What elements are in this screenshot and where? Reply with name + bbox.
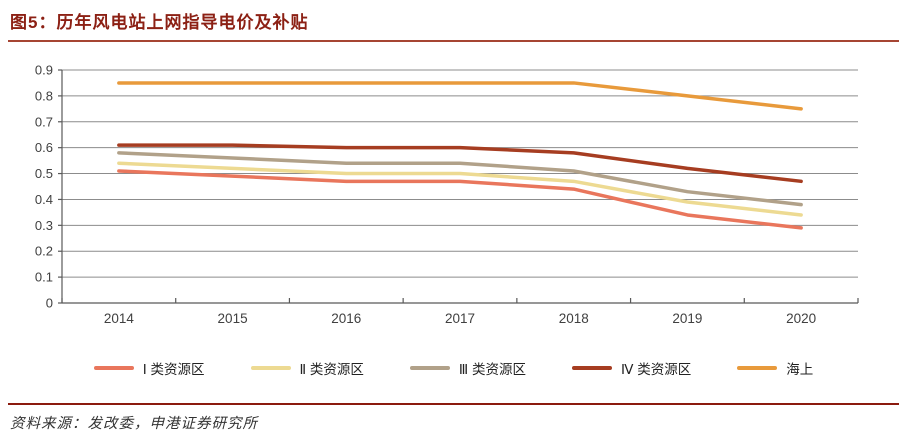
series-line bbox=[117, 143, 803, 184]
y-axis-label: 0.8 bbox=[35, 88, 53, 103]
x-axis-label: 2019 bbox=[672, 311, 702, 326]
x-axis-label: 2016 bbox=[331, 311, 361, 326]
legend-label: Ⅲ 类资源区 bbox=[458, 362, 526, 377]
y-axis-label: 0.5 bbox=[35, 166, 53, 181]
legend-swatch-icon bbox=[737, 366, 778, 370]
legend-item-3: Ⅲ 类资源区 bbox=[409, 358, 526, 378]
legend-label: 海上 bbox=[786, 362, 814, 377]
line-chart: 0 0.1 0.2 0.3 0.4 0.5 0.6 0.7 0.8 0.9 2014 2015 2016… bbox=[35, 63, 859, 326]
figure-title: 图5：历年风电站上网指导电价及补贴 bbox=[10, 13, 309, 32]
legend-item-4: Ⅳ 类资源区 bbox=[571, 358, 692, 378]
legend-item-5: 海上 bbox=[737, 358, 813, 378]
series-line bbox=[117, 161, 803, 217]
legend-swatch-icon bbox=[571, 366, 612, 370]
y-axis-label: 0.2 bbox=[35, 244, 53, 259]
x-axis-label: 2018 bbox=[559, 311, 589, 326]
y-axis-label: 0.7 bbox=[35, 114, 53, 129]
x-axis-label: 2014 bbox=[104, 311, 135, 326]
series-line bbox=[117, 151, 803, 207]
y-axis-label: 0.4 bbox=[35, 192, 53, 207]
legend-item-1: Ⅰ 类资源区 bbox=[93, 358, 205, 378]
legend-swatch-icon bbox=[250, 366, 291, 370]
y-axis-label: 0.6 bbox=[35, 140, 53, 155]
legend-label: Ⅰ 类资源区 bbox=[142, 362, 205, 377]
legend-label: Ⅱ 类资源区 bbox=[299, 362, 364, 377]
footer-divider bbox=[8, 403, 899, 405]
legend-swatch-icon bbox=[409, 366, 450, 370]
x-axis-label: 2020 bbox=[786, 311, 816, 326]
legend-label: Ⅳ 类资源区 bbox=[620, 362, 692, 377]
x-axis-label: 2015 bbox=[218, 311, 248, 326]
y-axis-label: 0 bbox=[46, 296, 53, 311]
series-line bbox=[117, 169, 803, 230]
title-divider bbox=[8, 40, 899, 42]
x-axis-label: 2017 bbox=[445, 311, 475, 326]
legend-swatch-icon bbox=[93, 366, 134, 370]
series-line bbox=[117, 81, 803, 111]
y-axis-label: 0.3 bbox=[35, 218, 53, 233]
chart-legend: Ⅰ 类资源区 Ⅱ 类资源区 Ⅲ 类资源区 Ⅳ 类资源区 海上 bbox=[0, 355, 907, 381]
source-note: 资料来源：发改委，申港证券研究所 bbox=[10, 416, 258, 432]
legend-item-2: Ⅱ 类资源区 bbox=[250, 358, 364, 378]
y-axis-label: 0.1 bbox=[35, 270, 53, 285]
y-axis-label: 0.9 bbox=[35, 63, 53, 78]
